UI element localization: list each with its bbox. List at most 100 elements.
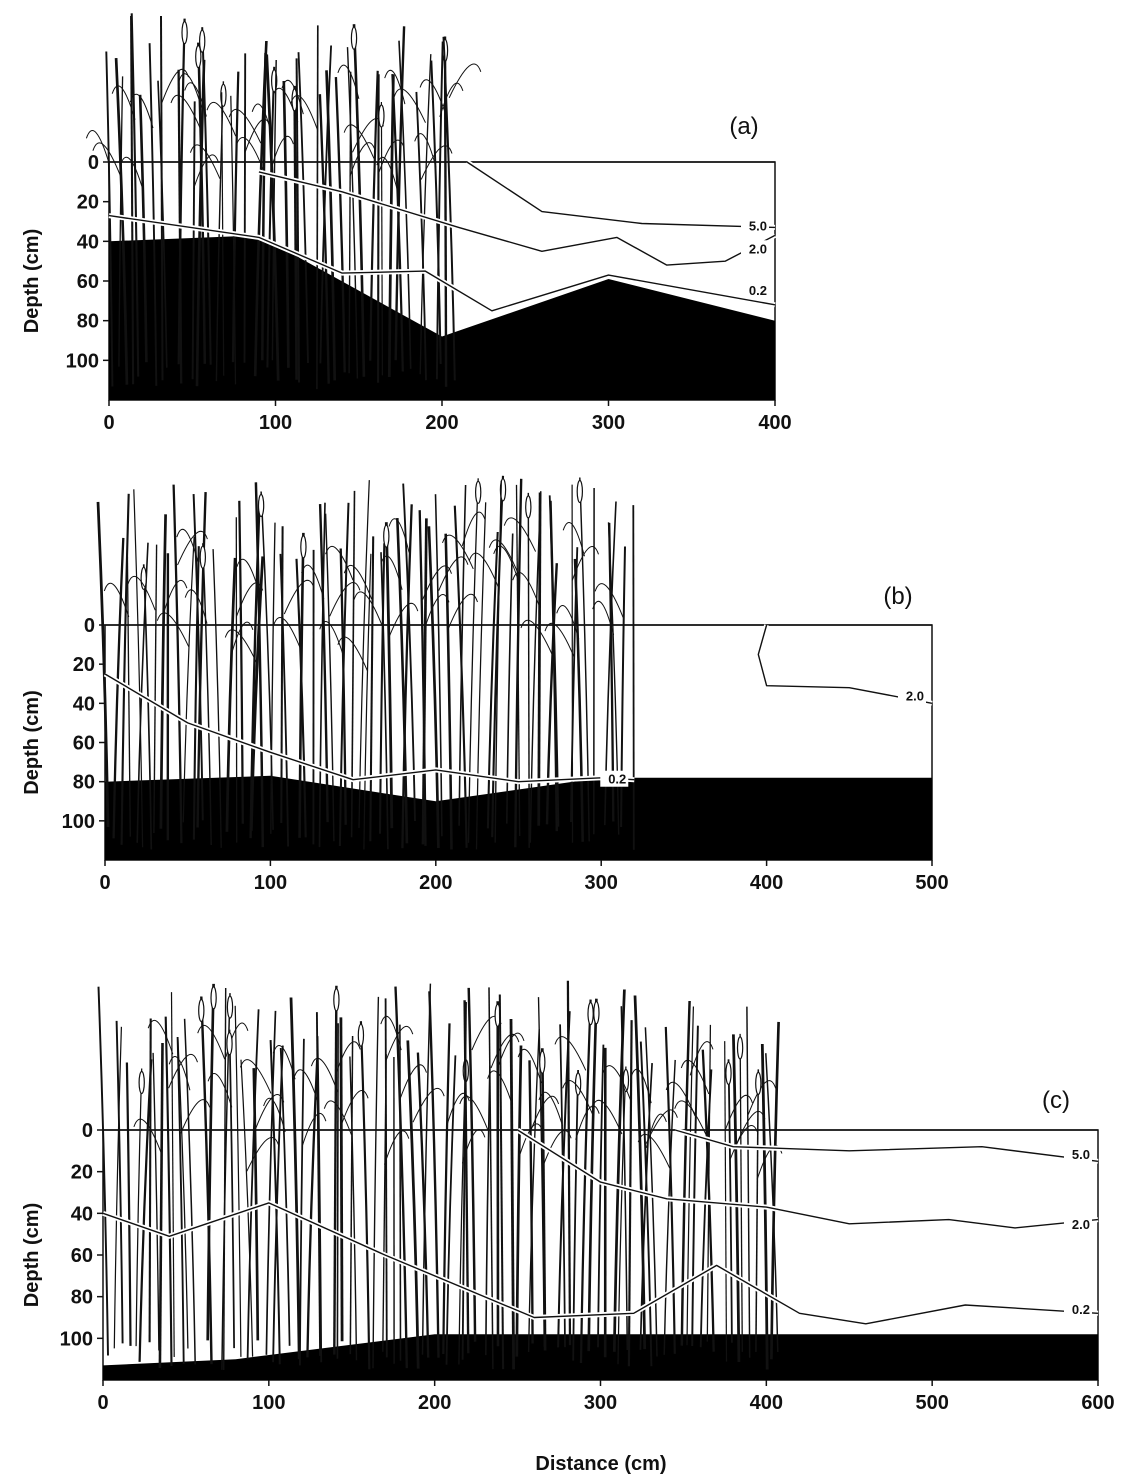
x-tick-label: 0	[103, 412, 114, 434]
cattail-head	[475, 480, 482, 504]
reed-stem	[442, 36, 456, 381]
reed-leaf	[602, 1065, 631, 1100]
reed-stem	[182, 536, 195, 823]
reed-stem	[394, 26, 406, 361]
reed-stem	[177, 1038, 189, 1349]
reed-stem	[261, 52, 267, 361]
reed-stem	[442, 1023, 451, 1355]
reed-leaf	[235, 137, 265, 172]
reed-stem	[463, 1000, 470, 1354]
reed-stem	[396, 518, 409, 844]
y-tick-label: 20	[71, 1162, 93, 1184]
cattail-head	[736, 1036, 744, 1060]
reed-leaf	[637, 1133, 671, 1169]
reed-leaf	[334, 1041, 361, 1076]
reed-stem	[115, 1020, 124, 1344]
reed-stem	[153, 544, 158, 834]
reed-stem	[316, 25, 319, 390]
vegetation	[85, 13, 482, 390]
reed-stem	[369, 536, 375, 842]
reed-stem	[183, 1018, 196, 1365]
reed-stem	[299, 1038, 305, 1366]
reed-leaf	[385, 1025, 414, 1061]
reed-stem	[494, 480, 502, 843]
reed-stem	[148, 1018, 152, 1343]
x-tick-label: 400	[750, 1392, 783, 1414]
reed-leaf	[319, 621, 344, 656]
x-tick-label: 600	[1081, 1392, 1114, 1414]
reed-stem	[406, 1040, 420, 1369]
reed-leaf	[424, 594, 450, 629]
reed-stem	[401, 504, 413, 849]
reed-stem	[266, 66, 276, 368]
reed-stem	[419, 54, 432, 375]
reed-leaf	[329, 582, 361, 617]
reed-leaf	[448, 63, 482, 99]
contour-halo	[674, 1127, 1099, 1164]
y-tick-label: 0	[82, 1120, 93, 1142]
contour-5.0	[674, 1129, 1099, 1162]
reed-stem	[617, 1066, 627, 1365]
y-tick-label: 60	[73, 733, 95, 755]
reed-stem	[398, 40, 412, 369]
reed-stem	[770, 1021, 780, 1360]
reed-leaf	[239, 1059, 272, 1094]
reed-leaf	[197, 1024, 226, 1060]
reed-stem	[579, 477, 590, 842]
reed-stem	[350, 490, 356, 838]
reed-stem	[318, 94, 330, 384]
reed-stem	[453, 505, 468, 848]
x-tick-label: 300	[592, 412, 625, 434]
cattail-head	[333, 988, 340, 1012]
reed-stem	[201, 27, 212, 365]
cattail-head	[195, 44, 202, 69]
reed-stem	[597, 1044, 605, 1348]
reed-stem	[118, 76, 124, 367]
reed-stem	[260, 491, 274, 830]
reed-stem	[152, 1052, 160, 1351]
cattail-head	[226, 1032, 233, 1056]
reed-stem	[206, 983, 215, 1341]
contour-label-bg	[600, 770, 629, 787]
sediment-bottom	[105, 775, 932, 860]
reed-stem	[306, 1059, 319, 1358]
x-tick-label: 500	[915, 1392, 948, 1414]
reed-stem	[498, 994, 505, 1370]
reed-stem	[435, 41, 444, 380]
reed-stem	[755, 1069, 760, 1353]
cattail-head	[198, 998, 205, 1023]
reed-stem	[528, 1060, 534, 1344]
reed-stem	[238, 500, 244, 824]
y-tick-label: 20	[77, 192, 99, 214]
reed-stem	[164, 1016, 173, 1367]
reed-leaf	[493, 545, 519, 581]
reed-leaf	[341, 1090, 369, 1125]
reed-leaf	[178, 73, 202, 108]
y-tick-label: 0	[84, 615, 95, 637]
reed-leaf	[156, 612, 190, 647]
reed-stem	[427, 526, 440, 849]
reed-stem	[515, 484, 521, 837]
reed-stem	[200, 996, 213, 1365]
cattail-head	[199, 545, 206, 569]
y-tick-label: 80	[73, 772, 95, 794]
reed-stem	[548, 495, 560, 827]
reed-stem	[159, 514, 167, 829]
cattail-head	[198, 29, 206, 53]
reed-leaf	[538, 1091, 564, 1127]
y-axis-label: Depth (cm)	[21, 229, 43, 333]
x-tick-label: 200	[418, 1392, 451, 1414]
cattail-head	[350, 26, 358, 50]
contour-label: 2.0	[749, 241, 767, 256]
panel-1: 5.0 2.0 0.2 0 20 40 60 80 100 0 100 200 300 400 Depth …	[21, 13, 792, 434]
contour-halo	[465, 159, 776, 230]
reed-stem	[246, 1009, 260, 1360]
y-tick-label: 40	[71, 1203, 93, 1225]
reed-leaf	[168, 1053, 198, 1089]
reed-leaf	[236, 558, 260, 594]
reed-stem	[269, 1040, 281, 1365]
reed-stem	[349, 1056, 358, 1361]
cattail-head	[383, 524, 390, 548]
reed-leaf	[674, 1100, 707, 1135]
